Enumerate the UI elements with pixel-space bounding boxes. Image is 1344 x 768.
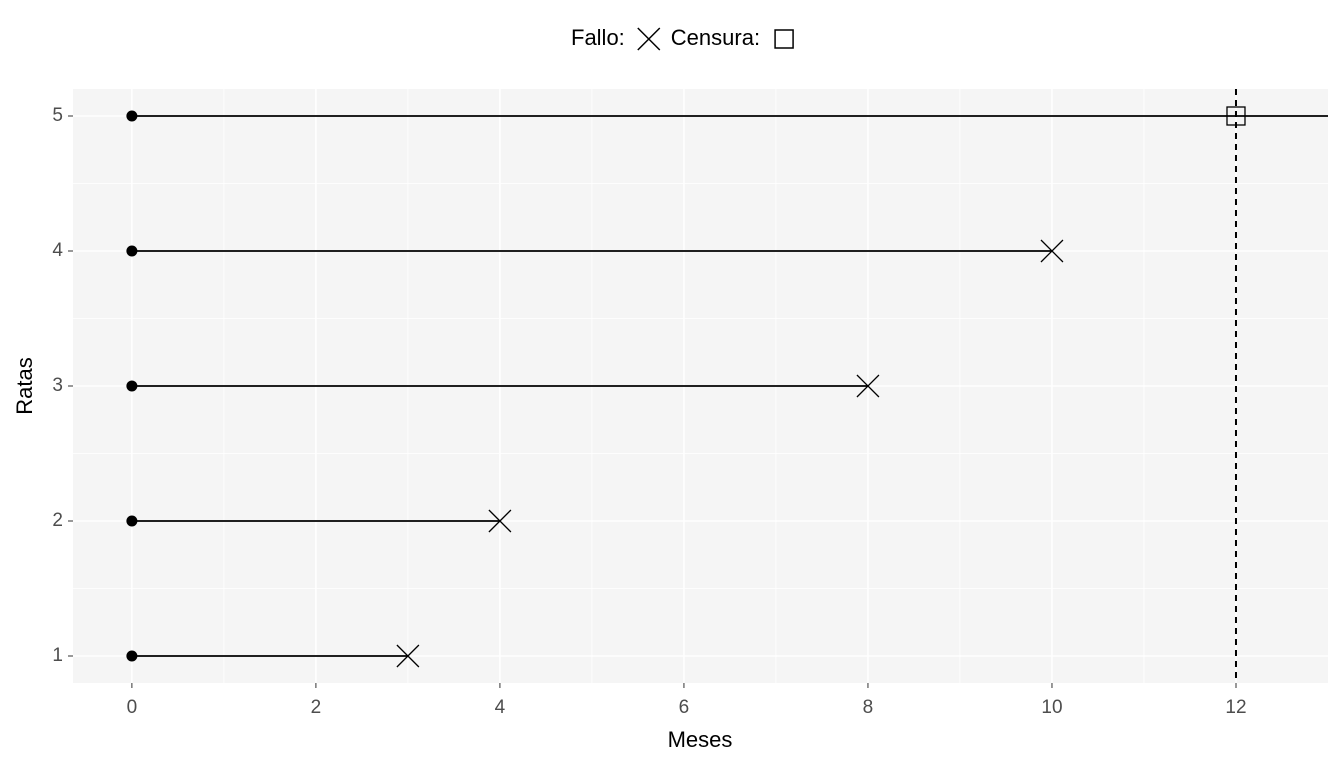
- x-axis-label: Meses: [668, 727, 733, 752]
- y-tick-label: 4: [52, 240, 63, 261]
- start-point: [126, 515, 138, 527]
- square-marker: [1226, 106, 1246, 126]
- y-tick-label: 3: [52, 375, 63, 396]
- start-point: [126, 380, 138, 392]
- x-tick-label: 6: [679, 697, 690, 718]
- x-tick-label: 10: [1041, 697, 1062, 718]
- y-tick-label: 1: [52, 645, 63, 666]
- legend-label: Censura:: [671, 25, 760, 50]
- y-axis-label: Ratas: [12, 357, 37, 414]
- x-tick-label: 8: [863, 697, 874, 718]
- start-point: [126, 110, 138, 122]
- start-point: [126, 245, 138, 257]
- x-marker: [488, 509, 512, 533]
- square-marker: [774, 29, 794, 49]
- x-tick-label: 12: [1225, 697, 1246, 718]
- y-tick-label: 5: [52, 105, 63, 126]
- legend-label: Fallo:: [571, 25, 625, 50]
- x-marker: [637, 27, 661, 51]
- x-marker: [396, 644, 420, 668]
- x-marker: [1040, 239, 1064, 263]
- x-tick-label: 0: [127, 697, 138, 718]
- x-tick-label: 4: [495, 697, 506, 718]
- x-marker: [856, 374, 880, 398]
- start-point: [126, 650, 138, 662]
- x-tick-label: 2: [311, 697, 322, 718]
- y-tick-label: 2: [52, 510, 63, 531]
